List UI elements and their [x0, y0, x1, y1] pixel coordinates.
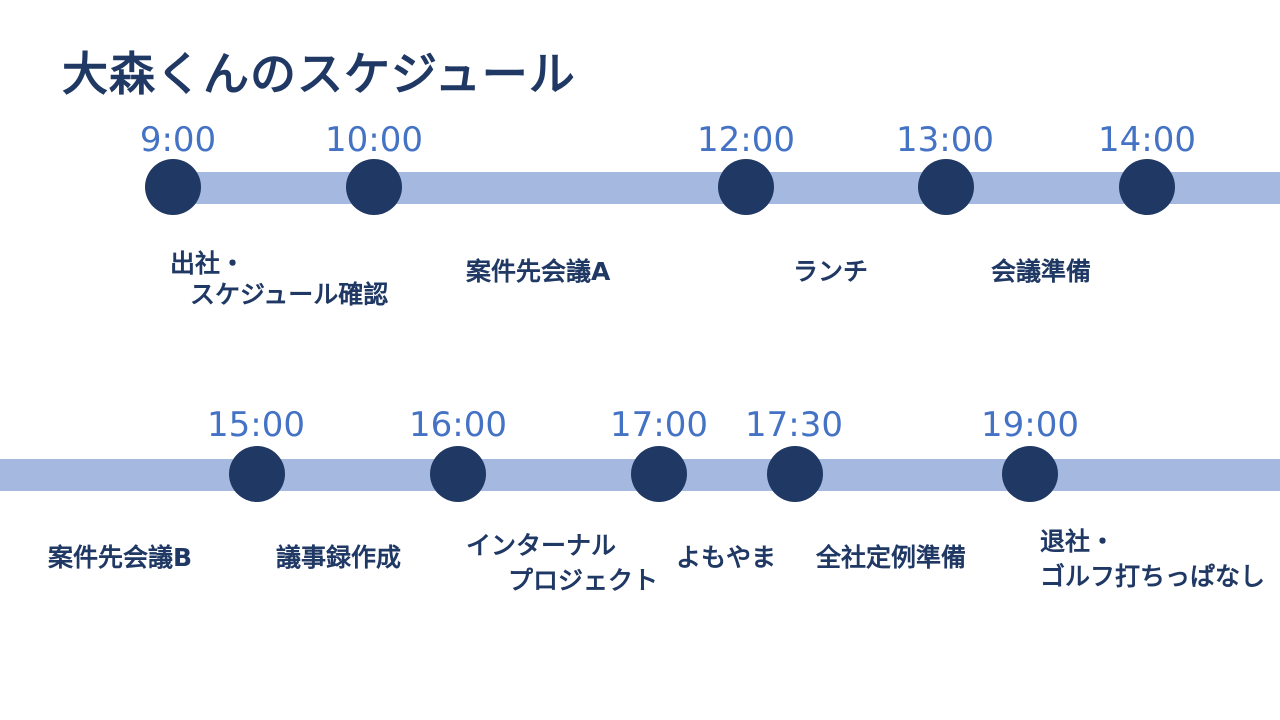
event-label-line: ゴルフ打ちっぱなし [1040, 562, 1266, 591]
event-label: 出社・ スケジュール確認 [170, 248, 388, 310]
timeline-dot [718, 159, 774, 215]
event-label: 会議準備 [991, 257, 1092, 286]
event-label: 退社・ ゴルフ打ちっぱなし [1040, 526, 1265, 592]
timeline-dot [346, 159, 402, 215]
time-label: 12:00 [697, 120, 795, 160]
event-label: 案件先会議A [466, 257, 611, 286]
event-label: 議事録作成 [276, 543, 402, 572]
timeline-dot [229, 446, 285, 502]
time-label: 9:00 [139, 120, 217, 160]
event-label-line: スケジュール確認 [190, 280, 389, 309]
event-label: インターナル プロジェクト [466, 530, 658, 596]
time-label: 19:00 [981, 405, 1079, 445]
time-label: 16:00 [409, 405, 507, 445]
event-label: 案件先会議B [48, 543, 193, 572]
timeline-dot [767, 446, 823, 502]
event-label-line: 出社・ [170, 249, 246, 278]
timeline-dot [430, 446, 486, 502]
time-label: 17:00 [610, 405, 708, 445]
event-label: 全社定例準備 [816, 543, 967, 572]
event-label: よもやま [676, 543, 777, 572]
event-label-line: インターナル [466, 531, 617, 560]
time-label: 13:00 [896, 120, 994, 160]
event-label-line: 退社・ [1040, 527, 1116, 556]
time-label: 17:30 [745, 405, 843, 445]
time-label: 10:00 [325, 120, 423, 160]
timeline-dot [1002, 446, 1058, 502]
timeline-dot [631, 446, 687, 502]
timeline-dot [145, 159, 201, 215]
time-label: 14:00 [1098, 120, 1196, 160]
page-title: 大森くんのスケジュール [62, 47, 576, 101]
event-label-line: プロジェクト [508, 566, 659, 595]
timeline-dot [918, 159, 974, 215]
event-label: ランチ [793, 257, 869, 286]
timeline-dot [1119, 159, 1175, 215]
time-label: 15:00 [207, 405, 305, 445]
